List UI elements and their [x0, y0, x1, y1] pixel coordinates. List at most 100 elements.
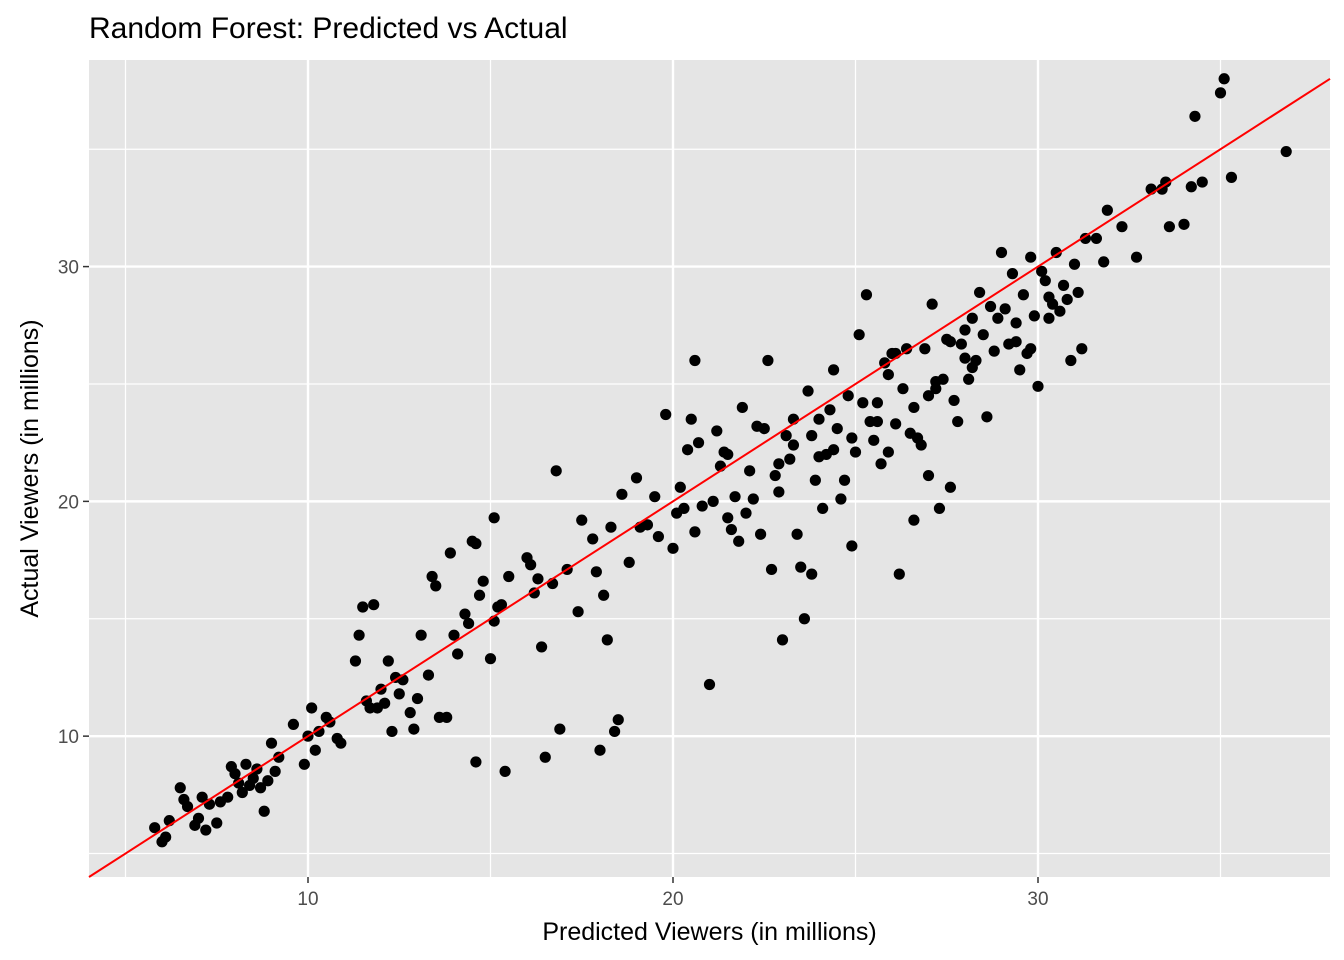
data-point	[828, 444, 840, 456]
data-point	[674, 481, 686, 493]
data-point	[448, 629, 460, 641]
data-point	[430, 580, 442, 592]
data-point	[273, 751, 285, 763]
data-point	[988, 345, 1000, 357]
data-point	[1130, 251, 1143, 263]
data-point	[944, 336, 957, 348]
data-point	[890, 418, 902, 430]
data-point	[590, 566, 602, 578]
data-point	[477, 575, 489, 587]
data-point	[262, 775, 274, 787]
data-point	[908, 514, 920, 526]
data-point	[1189, 110, 1201, 122]
data-point	[601, 634, 613, 646]
data-point	[868, 434, 880, 446]
data-point	[1163, 221, 1175, 233]
data-point	[882, 368, 894, 381]
data-point	[813, 413, 825, 425]
data-point	[755, 528, 767, 540]
x-tick-label: 20	[662, 889, 683, 910]
data-point	[525, 559, 537, 571]
y-tick-label: 30	[58, 258, 79, 279]
data-point	[992, 312, 1004, 324]
data-point	[630, 472, 643, 484]
data-point	[353, 629, 365, 641]
data-point	[846, 540, 858, 552]
data-point	[897, 383, 909, 395]
data-point	[824, 404, 836, 416]
data-point	[1057, 279, 1070, 291]
data-point	[1039, 275, 1051, 287]
data-point	[791, 528, 803, 540]
data-point	[1185, 181, 1197, 193]
data-point	[696, 500, 708, 512]
data-point	[1072, 286, 1084, 299]
data-point	[470, 756, 482, 768]
data-point	[616, 488, 628, 500]
data-point	[806, 568, 818, 580]
data-point	[408, 723, 420, 735]
data-point	[313, 725, 325, 738]
data-point	[919, 343, 931, 355]
data-point	[404, 707, 416, 719]
data-point	[1010, 336, 1022, 348]
data-point	[1006, 268, 1019, 280]
x-tick-label: 10	[297, 889, 318, 910]
data-point	[240, 758, 252, 770]
data-point	[1098, 256, 1110, 268]
data-point	[849, 446, 862, 458]
x-tick-label: 30	[1027, 889, 1048, 910]
data-point	[722, 448, 734, 461]
data-point	[258, 805, 270, 817]
data-point	[762, 354, 774, 367]
data-point	[959, 324, 971, 336]
data-point	[532, 573, 544, 585]
data-point	[860, 289, 873, 301]
data-point	[641, 519, 654, 531]
data-point	[1010, 317, 1022, 329]
data-point	[181, 800, 194, 813]
data-point	[955, 338, 967, 350]
plot-panel	[89, 60, 1330, 877]
data-point	[576, 514, 588, 526]
data-point	[174, 782, 186, 794]
data-point	[594, 744, 606, 756]
y-axis-ticks: 10 20 30	[58, 258, 89, 748]
data-point	[773, 458, 785, 470]
data-point	[879, 357, 891, 369]
data-point	[411, 692, 424, 705]
data-point	[922, 469, 935, 482]
data-point	[703, 678, 716, 691]
data-point	[707, 495, 719, 507]
data-point	[652, 530, 665, 543]
data-point	[817, 502, 829, 515]
data-point	[1280, 145, 1292, 158]
data-point	[685, 413, 697, 425]
data-point	[842, 390, 854, 402]
data-point	[963, 373, 975, 385]
data-point	[838, 474, 851, 486]
data-point	[981, 411, 993, 423]
data-point	[1196, 176, 1208, 188]
data-point	[306, 702, 318, 714]
data-point	[247, 772, 259, 784]
data-point	[1047, 298, 1059, 310]
data-point	[382, 655, 394, 667]
data-point	[211, 817, 223, 829]
data-point	[528, 587, 540, 599]
data-point	[784, 453, 796, 465]
data-point	[871, 415, 884, 428]
data-point	[722, 512, 734, 524]
data-point	[488, 512, 500, 524]
data-point	[265, 737, 278, 749]
data-point	[776, 634, 789, 646]
data-point	[744, 465, 756, 477]
data-point	[780, 430, 792, 442]
data-point	[287, 718, 299, 730]
data-point	[802, 385, 814, 397]
data-point	[536, 641, 548, 653]
data-point	[459, 608, 471, 620]
data-point	[1101, 204, 1113, 216]
data-point	[200, 824, 212, 836]
